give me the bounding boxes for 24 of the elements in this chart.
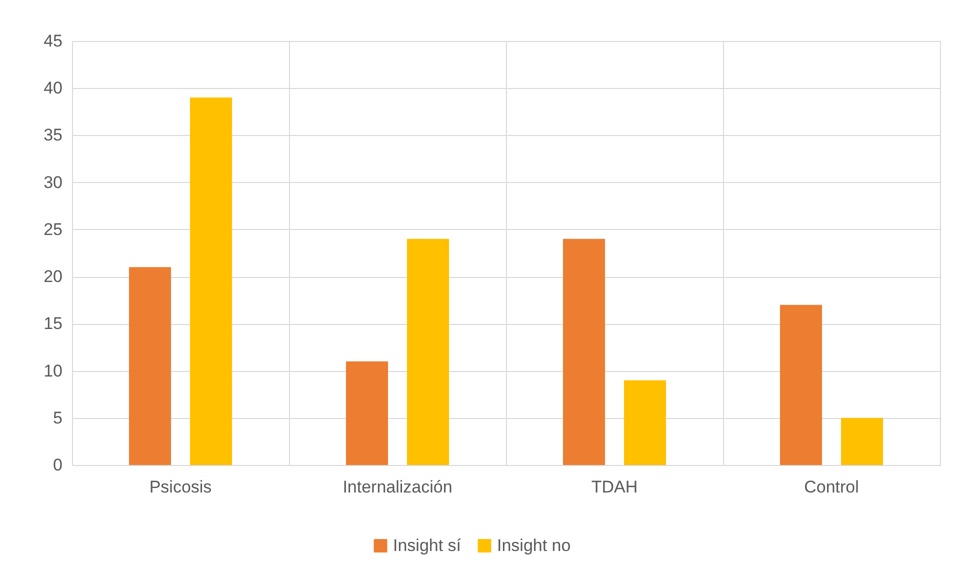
y-tick-label: 5 (53, 408, 62, 428)
y-tick-label: 40 (44, 78, 62, 98)
y-tick-label: 45 (44, 32, 62, 50)
y-tick-label: 10 (44, 361, 62, 380)
y-tick-label: 20 (44, 267, 62, 286)
bar (780, 304, 822, 465)
y-tick-label: 30 (44, 172, 62, 192)
bar (406, 238, 450, 465)
x-tick-label: Psicosis (149, 478, 212, 496)
bar (840, 418, 884, 465)
bar (562, 238, 606, 465)
x-tick-label: Internalización (342, 478, 452, 496)
x-tick-label: Control (804, 478, 859, 496)
x-tick-label: TDAH (591, 478, 638, 496)
legend-label: Insight sí (393, 536, 462, 555)
bar (128, 267, 172, 465)
y-tick-label: 35 (44, 126, 62, 145)
y-tick-label: 0 (53, 456, 62, 474)
y-tick-label: 15 (44, 314, 62, 334)
bar (624, 380, 666, 465)
y-tick-label: 25 (44, 220, 62, 239)
legend-label: Insight no (497, 536, 571, 555)
bar (190, 98, 232, 465)
bar (346, 361, 388, 465)
